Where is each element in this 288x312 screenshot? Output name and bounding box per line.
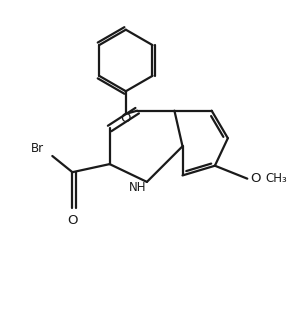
Text: O: O <box>67 214 78 227</box>
Text: Br: Br <box>31 142 44 155</box>
Text: O: O <box>121 112 131 125</box>
Text: CH₃: CH₃ <box>265 172 287 185</box>
Text: NH: NH <box>129 181 147 194</box>
Text: O: O <box>250 172 260 185</box>
